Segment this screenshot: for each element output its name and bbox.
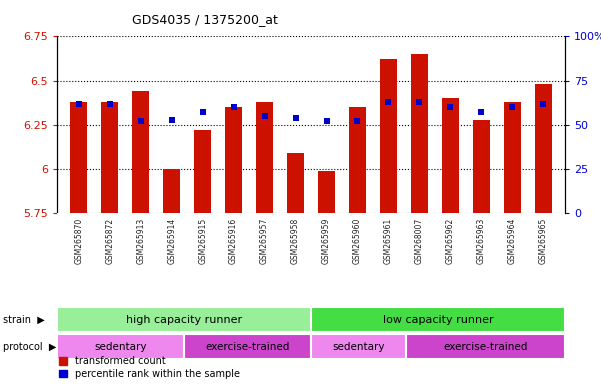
Bar (411, 54, 428, 213)
Bar (311, 307, 565, 332)
Bar (225, 107, 242, 213)
Text: GSM265963: GSM265963 (477, 218, 486, 264)
Text: exercise-trained: exercise-trained (206, 341, 290, 352)
Text: GDS4035 / 1375200_at: GDS4035 / 1375200_at (132, 13, 278, 26)
Bar (406, 334, 565, 359)
Legend: transformed count, percentile rank within the sample: transformed count, percentile rank withi… (59, 356, 240, 379)
Bar (57, 334, 184, 359)
Bar (349, 107, 366, 213)
Bar (535, 84, 552, 213)
Text: GSM265959: GSM265959 (322, 218, 331, 264)
Bar (311, 334, 406, 359)
Bar (504, 102, 521, 213)
Text: sedentary: sedentary (332, 341, 385, 352)
Bar (57, 307, 311, 332)
Bar (318, 171, 335, 213)
Text: GSM265962: GSM265962 (446, 218, 455, 264)
Bar (380, 60, 397, 213)
Text: GSM265870: GSM265870 (75, 218, 84, 264)
Bar (132, 91, 149, 213)
Bar (163, 169, 180, 213)
Text: low capacity runner: low capacity runner (383, 314, 493, 325)
Bar (442, 98, 459, 213)
Text: GSM265960: GSM265960 (353, 218, 362, 264)
Text: sedentary: sedentary (94, 341, 147, 352)
Bar (473, 119, 490, 213)
Text: GSM265964: GSM265964 (508, 218, 517, 264)
Text: GSM265957: GSM265957 (260, 218, 269, 264)
Bar (101, 102, 118, 213)
Bar (287, 153, 304, 213)
Text: GSM265914: GSM265914 (167, 218, 176, 264)
Text: GSM265916: GSM265916 (229, 218, 238, 264)
Text: high capacity runner: high capacity runner (126, 314, 242, 325)
Text: GSM265913: GSM265913 (136, 218, 145, 264)
Text: protocol  ▶: protocol ▶ (3, 341, 56, 352)
Text: GSM265958: GSM265958 (291, 218, 300, 264)
Text: GSM268007: GSM268007 (415, 218, 424, 264)
Bar (194, 130, 211, 213)
Text: GSM265965: GSM265965 (538, 218, 548, 264)
Bar (70, 102, 87, 213)
Bar (184, 334, 311, 359)
Bar (256, 102, 273, 213)
Text: GSM265872: GSM265872 (105, 218, 114, 264)
Text: exercise-trained: exercise-trained (444, 341, 528, 352)
Text: GSM265961: GSM265961 (384, 218, 393, 264)
Text: strain  ▶: strain ▶ (3, 314, 44, 325)
Text: GSM265915: GSM265915 (198, 218, 207, 264)
